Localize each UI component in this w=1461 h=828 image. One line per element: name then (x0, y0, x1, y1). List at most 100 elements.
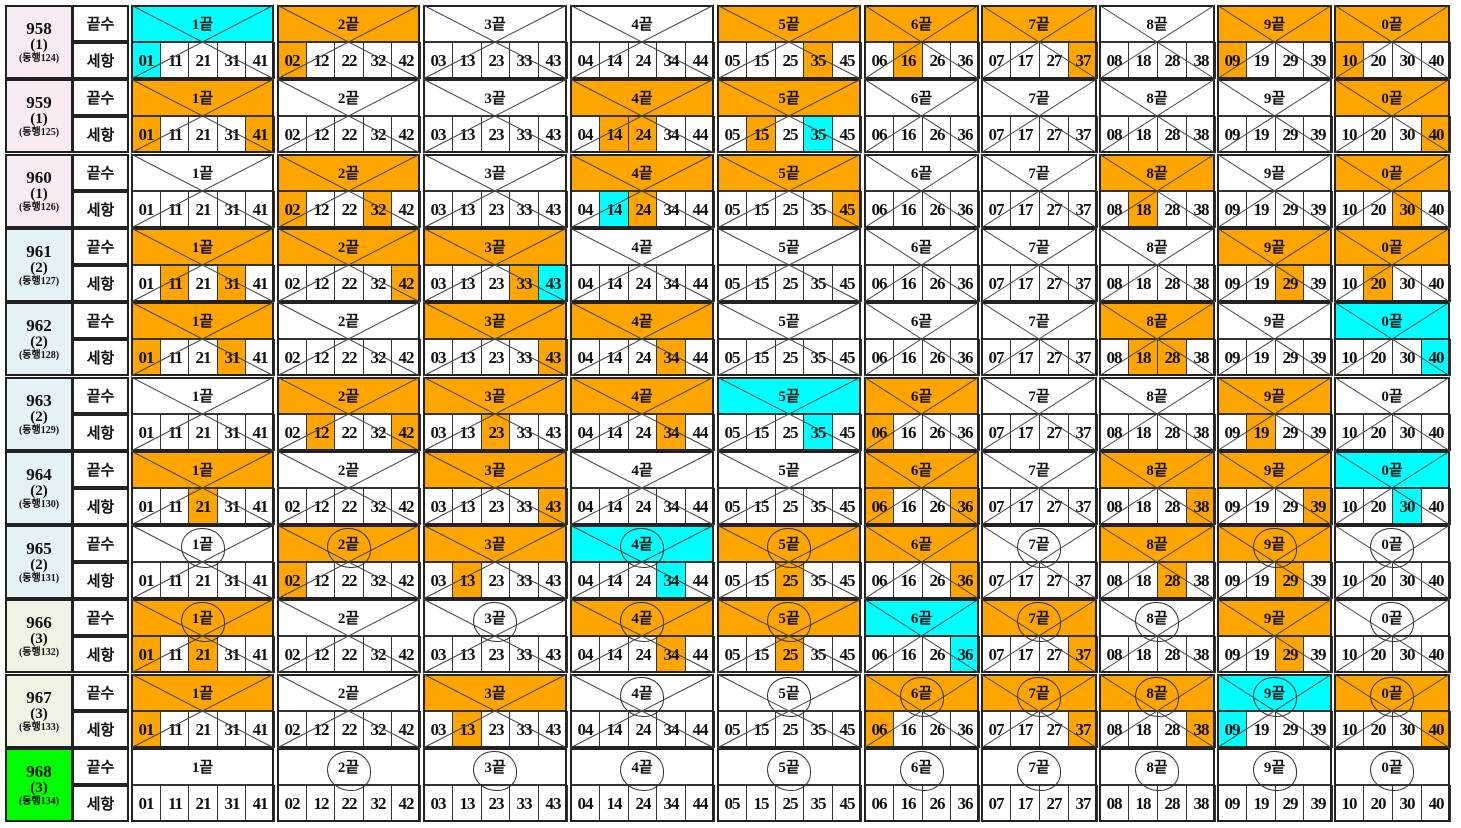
number-cell[interactable]: 20 (1363, 711, 1393, 748)
number-cell[interactable]: 24 (628, 785, 658, 822)
number-cell[interactable]: 02 (277, 488, 307, 525)
number-cell[interactable]: 04 (570, 265, 600, 302)
number-cell[interactable]: 16 (893, 265, 923, 302)
number-cell[interactable]: 43 (538, 116, 568, 153)
number-cell[interactable]: 31 (217, 42, 247, 79)
number-cell[interactable]: 18 (1128, 488, 1158, 525)
ending-header-8끝[interactable]: 8끝 (1099, 5, 1215, 42)
number-cell[interactable]: 23 (481, 711, 511, 748)
number-cell[interactable]: 07 (981, 562, 1011, 599)
ending-header-6끝[interactable]: 6끝 (864, 748, 979, 785)
number-cell[interactable]: 23 (481, 339, 511, 376)
number-cell[interactable]: 39 (1303, 636, 1333, 673)
number-cell[interactable]: 14 (599, 711, 629, 748)
number-cell[interactable]: 43 (538, 785, 568, 822)
ending-header-0끝[interactable]: 0끝 (1334, 5, 1450, 42)
number-cell[interactable]: 09 (1217, 339, 1247, 376)
number-cell[interactable]: 28 (1157, 265, 1187, 302)
number-cell[interactable]: 43 (538, 562, 568, 599)
number-cell[interactable]: 36 (950, 42, 980, 79)
number-cell[interactable]: 38 (1186, 116, 1216, 153)
number-cell[interactable]: 25 (775, 636, 805, 673)
number-cell[interactable]: 37 (1068, 339, 1098, 376)
number-cell[interactable]: 25 (775, 562, 805, 599)
number-cell[interactable]: 11 (160, 191, 190, 228)
number-cell[interactable]: 35 (803, 42, 833, 79)
ending-header-6끝[interactable]: 6끝 (864, 451, 979, 488)
number-cell[interactable]: 28 (1157, 42, 1187, 79)
number-cell[interactable]: 40 (1421, 116, 1451, 153)
ending-header-0끝[interactable]: 0끝 (1334, 154, 1450, 191)
number-cell[interactable]: 24 (628, 191, 658, 228)
number-cell[interactable]: 04 (570, 488, 600, 525)
number-cell[interactable]: 23 (481, 488, 511, 525)
number-cell[interactable]: 43 (538, 42, 568, 79)
number-cell[interactable]: 12 (306, 562, 336, 599)
number-cell[interactable]: 44 (685, 562, 715, 599)
ending-header-2끝[interactable]: 2끝 (277, 154, 420, 191)
number-cell[interactable]: 27 (1039, 116, 1069, 153)
number-cell[interactable]: 43 (538, 636, 568, 673)
ending-header-7끝[interactable]: 7끝 (981, 748, 1097, 785)
number-cell[interactable]: 02 (277, 42, 307, 79)
number-cell[interactable]: 38 (1186, 265, 1216, 302)
number-cell[interactable]: 33 (509, 265, 539, 302)
number-cell[interactable]: 35 (803, 711, 833, 748)
ending-header-4끝[interactable]: 4끝 (570, 674, 714, 711)
number-cell[interactable]: 27 (1039, 414, 1069, 451)
ending-header-5끝[interactable]: 5끝 (717, 451, 861, 488)
number-cell[interactable]: 44 (685, 116, 715, 153)
number-cell[interactable]: 19 (1246, 785, 1276, 822)
ending-header-5끝[interactable]: 5끝 (717, 79, 861, 116)
number-cell[interactable]: 20 (1363, 414, 1393, 451)
number-cell[interactable]: 18 (1128, 191, 1158, 228)
number-cell[interactable]: 44 (685, 711, 715, 748)
number-cell[interactable]: 45 (832, 636, 862, 673)
number-cell[interactable]: 44 (685, 339, 715, 376)
number-cell[interactable]: 29 (1275, 711, 1305, 748)
ending-header-5끝[interactable]: 5끝 (717, 525, 861, 562)
ending-header-4끝[interactable]: 4끝 (570, 228, 714, 265)
number-cell[interactable]: 44 (685, 785, 715, 822)
number-cell[interactable]: 07 (981, 785, 1011, 822)
number-cell[interactable]: 42 (391, 488, 421, 525)
number-cell[interactable]: 40 (1421, 562, 1451, 599)
number-cell[interactable]: 45 (832, 116, 862, 153)
number-cell[interactable]: 12 (306, 636, 336, 673)
ending-header-1끝[interactable]: 1끝 (131, 302, 274, 339)
number-cell[interactable]: 18 (1128, 636, 1158, 673)
number-cell[interactable]: 08 (1099, 42, 1129, 79)
number-cell[interactable]: 42 (391, 562, 421, 599)
number-cell[interactable]: 45 (832, 191, 862, 228)
ending-header-0끝[interactable]: 0끝 (1334, 377, 1450, 414)
number-cell[interactable]: 33 (509, 191, 539, 228)
number-cell[interactable]: 06 (864, 414, 894, 451)
number-cell[interactable]: 17 (1010, 42, 1040, 79)
number-cell[interactable]: 40 (1421, 339, 1451, 376)
ending-header-8끝[interactable]: 8끝 (1099, 79, 1215, 116)
number-cell[interactable]: 05 (717, 636, 747, 673)
ending-header-3끝[interactable]: 3끝 (423, 748, 567, 785)
ending-header-3끝[interactable]: 3끝 (423, 377, 567, 414)
number-cell[interactable]: 19 (1246, 116, 1276, 153)
number-cell[interactable]: 02 (277, 339, 307, 376)
number-cell[interactable]: 33 (509, 785, 539, 822)
ending-header-7끝[interactable]: 7끝 (981, 302, 1097, 339)
ending-header-3끝[interactable]: 3끝 (423, 5, 567, 42)
number-cell[interactable]: 16 (893, 488, 923, 525)
number-cell[interactable]: 14 (599, 191, 629, 228)
number-cell[interactable]: 22 (334, 488, 364, 525)
number-cell[interactable]: 42 (391, 785, 421, 822)
number-cell[interactable]: 29 (1275, 636, 1305, 673)
number-cell[interactable]: 39 (1303, 116, 1333, 153)
number-cell[interactable]: 13 (452, 339, 482, 376)
ending-header-8끝[interactable]: 8끝 (1099, 377, 1215, 414)
number-cell[interactable]: 40 (1421, 711, 1451, 748)
ending-header-1끝[interactable]: 1끝 (131, 451, 274, 488)
ending-header-3끝[interactable]: 3끝 (423, 228, 567, 265)
number-cell[interactable]: 22 (334, 42, 364, 79)
number-cell[interactable]: 06 (864, 42, 894, 79)
number-cell[interactable]: 31 (217, 265, 247, 302)
number-cell[interactable]: 36 (950, 785, 980, 822)
number-cell[interactable]: 16 (893, 339, 923, 376)
